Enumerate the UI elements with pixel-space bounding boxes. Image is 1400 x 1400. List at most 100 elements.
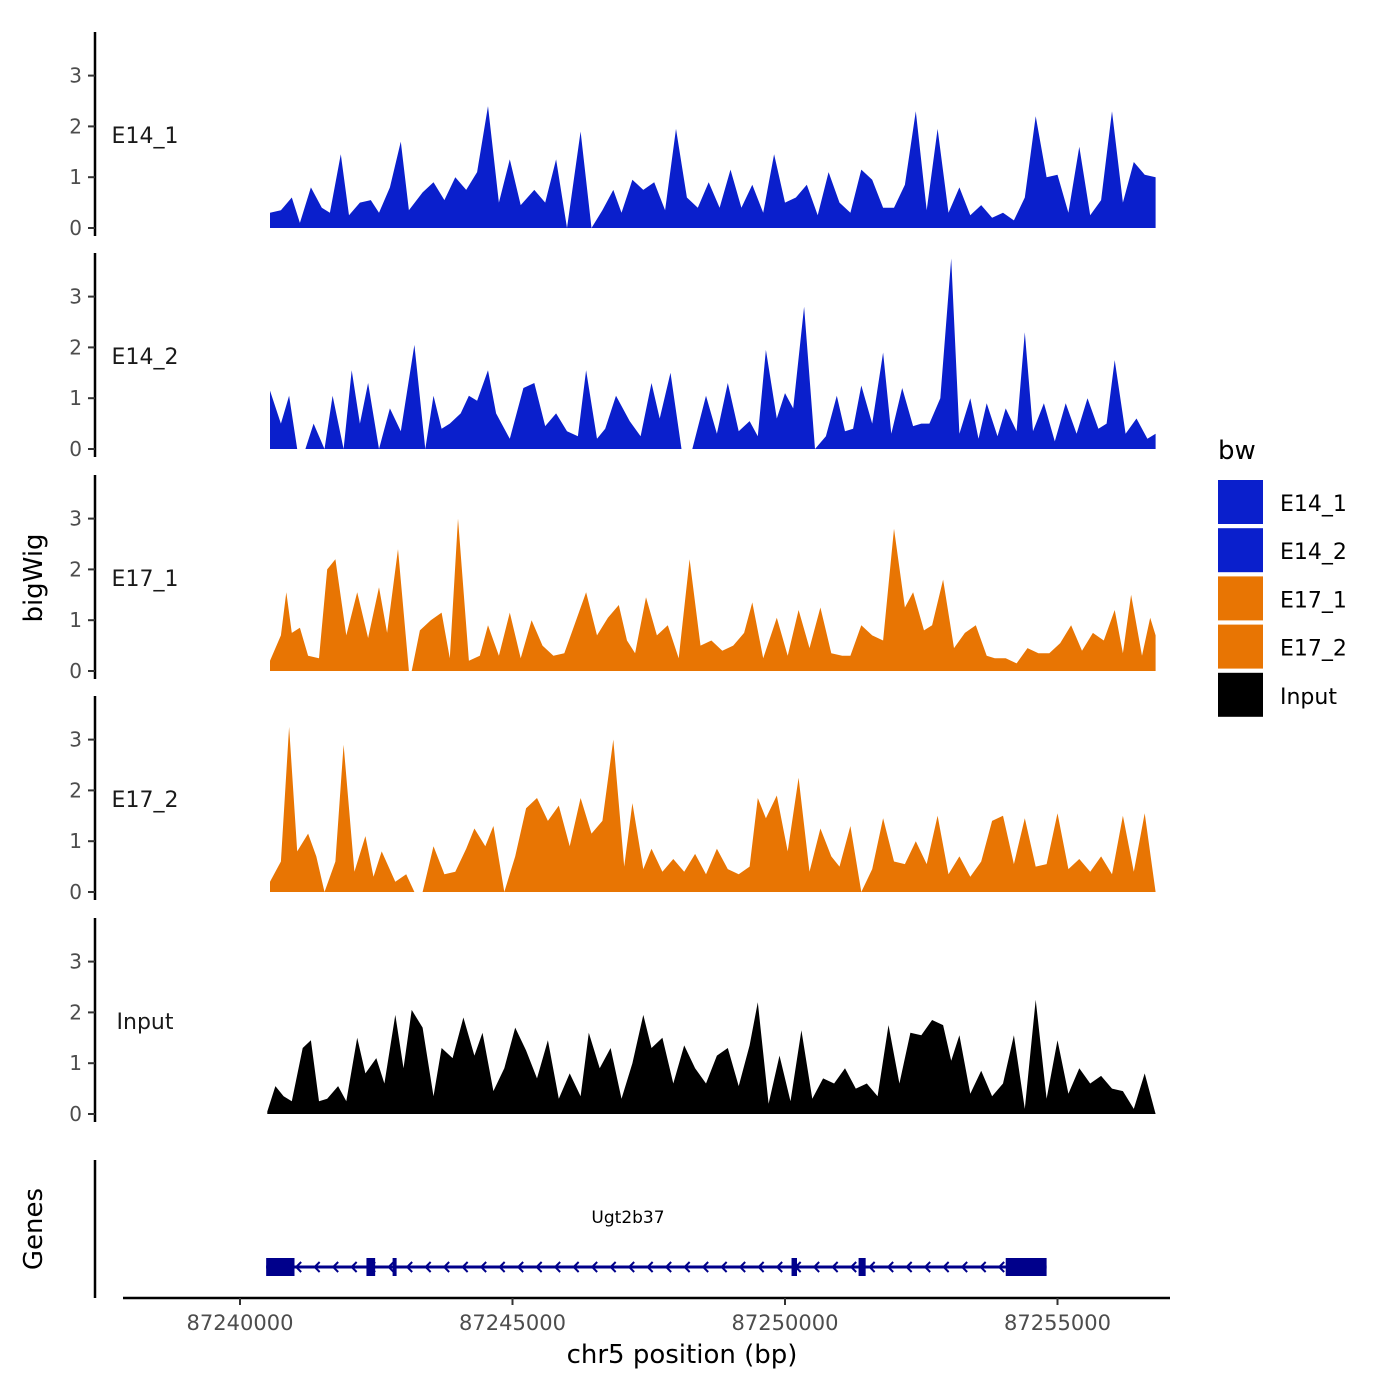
track-label: E14_2 (112, 345, 179, 370)
track-label: E14_1 (112, 124, 179, 149)
coverage-area-E17_2 (270, 726, 1156, 892)
legend-label: E17_2 (1280, 637, 1347, 662)
y-tick-label: 0 (69, 216, 82, 240)
x-tick-label: 87240000 (187, 1311, 294, 1335)
legend-item: E17_2 (1218, 624, 1347, 669)
strand-arrow (313, 1261, 321, 1273)
strand-arrow (757, 1261, 765, 1273)
coverage-area-E14_2 (270, 258, 1156, 449)
y-tick-label: 1 (69, 829, 82, 853)
track-E17_1: 0 1 2 3 E17_1 (69, 475, 1156, 683)
x-tick-label: 87255000 (1004, 1311, 1111, 1335)
strand-arrow (720, 1261, 728, 1273)
strand-arrow (738, 1261, 746, 1273)
y-tick-label: 1 (69, 1051, 82, 1075)
strand-arrow (905, 1261, 913, 1273)
strand-arrow (868, 1261, 876, 1273)
y-tick-label: 2 (69, 335, 82, 359)
genes-axis-title: Genes (19, 1188, 49, 1270)
legend: bw E14_1 E14_2 E17_1 E17_2 Input (1218, 436, 1347, 717)
y-tick-label: 0 (69, 659, 82, 683)
y-tick-label: 2 (69, 1000, 82, 1024)
y-tick-label: 3 (69, 507, 82, 531)
strand-arrow (627, 1261, 635, 1273)
track-label: E17_1 (112, 567, 179, 592)
y-tick-label: 3 (69, 285, 82, 309)
gene-exon (366, 1258, 376, 1276)
strand-arrow (831, 1261, 839, 1273)
strand-arrow (387, 1261, 395, 1273)
coverage-area-E14_1 (270, 106, 1156, 228)
legend-label: E14_2 (1280, 540, 1347, 565)
y-tick-label: 3 (69, 64, 82, 88)
strand-arrow (664, 1261, 672, 1273)
x-axis-title: chr5 position (bp) (567, 1340, 798, 1370)
strand-arrow (775, 1261, 783, 1273)
gene-exon (266, 1258, 295, 1276)
strand-arrow (997, 1261, 1005, 1273)
track-label: Input (117, 1010, 174, 1035)
legend-swatch (1218, 480, 1263, 524)
x-tick-label: 87250000 (732, 1311, 839, 1335)
track-E17_2: 0 1 2 3 E17_2 (69, 696, 1156, 904)
strand-arrow (979, 1261, 987, 1273)
y-tick-label: 0 (69, 1102, 82, 1126)
y-tick-label: 3 (69, 950, 82, 974)
legend-item: E17_1 (1218, 576, 1347, 621)
legend-label: Input (1280, 685, 1337, 710)
y-tick-label: 0 (69, 437, 82, 461)
genes-panel: Ugt2b37 (93, 1160, 1047, 1298)
legend-label: E14_1 (1280, 492, 1347, 517)
gene-exon (791, 1258, 797, 1276)
strand-arrow (553, 1261, 561, 1273)
coverage-area-E17_1 (270, 518, 1156, 671)
y-tick-label: 1 (69, 386, 82, 410)
strand-arrow (461, 1261, 469, 1273)
track-E14_2: 0 1 2 3 E14_2 (69, 253, 1156, 461)
y-tick-label: 1 (69, 608, 82, 632)
strand-arrow (498, 1261, 506, 1273)
gene-exon (858, 1258, 866, 1276)
strand-arrow (942, 1261, 950, 1273)
strand-arrow (405, 1261, 413, 1273)
strand-arrow (572, 1261, 580, 1273)
strand-arrow (812, 1261, 820, 1273)
strand-arrow (331, 1261, 339, 1273)
y-axis-title: bigWig (19, 533, 49, 622)
gene-exon (1005, 1258, 1047, 1276)
strand-arrow (960, 1261, 968, 1273)
strand-arrow (923, 1261, 931, 1273)
strand-arrow (849, 1261, 857, 1273)
legend-item: E14_2 (1218, 528, 1347, 573)
strand-arrow (683, 1261, 691, 1273)
legend-item: E14_1 (1218, 480, 1347, 524)
legend-swatch (1218, 576, 1263, 621)
y-tick-label: 2 (69, 557, 82, 581)
legend-swatch (1218, 672, 1263, 717)
strand-arrow (294, 1261, 302, 1273)
strand-arrow (535, 1261, 543, 1273)
y-tick-label: 1 (69, 165, 82, 189)
coverage-tracks: 0 1 2 3 E14_1 0 1 2 3 E14_2 0 1 2 3 E17_1 0 1 2 3 E17_2 0 1 2 3… (69, 32, 1156, 1126)
strand-arrow (516, 1261, 524, 1273)
strand-arrow (609, 1261, 617, 1273)
gene-name-label: Ugt2b37 (591, 1208, 664, 1228)
strand-arrow (350, 1261, 358, 1273)
track-Input: 0 1 2 3 Input (69, 918, 1156, 1126)
legend-title: bw (1218, 436, 1256, 466)
legend-label: E17_1 (1280, 588, 1347, 613)
legend-swatch (1218, 528, 1263, 573)
strand-arrow (479, 1261, 487, 1273)
strand-arrow (701, 1261, 709, 1273)
track-label: E17_2 (112, 788, 179, 813)
y-tick-label: 3 (69, 728, 82, 752)
strand-arrow (646, 1261, 654, 1273)
x-axis: 87240000 87245000 87250000 87255000 (123, 1296, 1170, 1335)
strand-arrow (424, 1261, 432, 1273)
strand-arrow (442, 1261, 450, 1273)
legend-item: Input (1218, 672, 1337, 717)
strand-arrow (590, 1261, 598, 1273)
y-tick-label: 2 (69, 778, 82, 802)
gene-exon (392, 1258, 397, 1276)
